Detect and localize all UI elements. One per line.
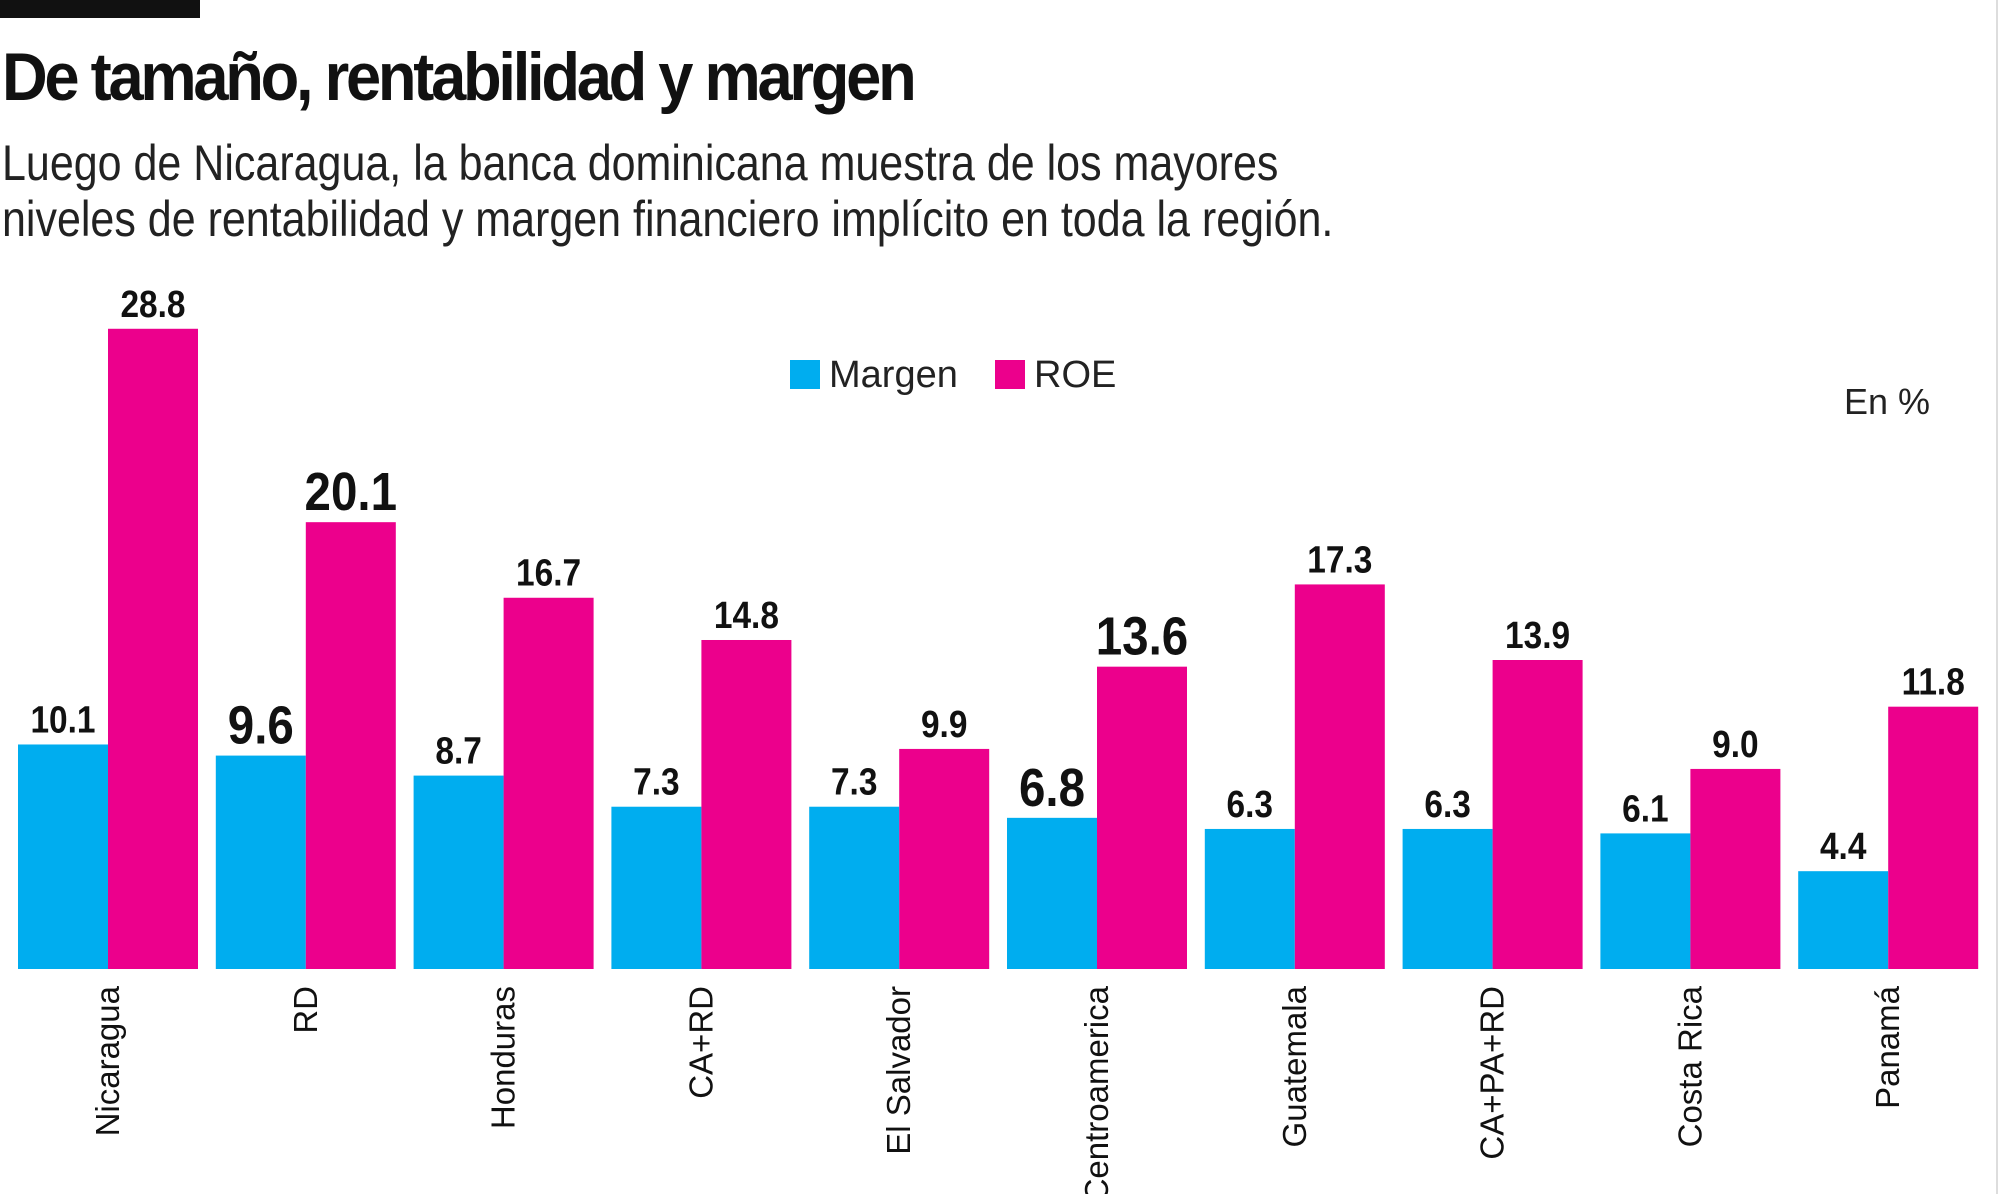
data-label: 6.8: [1019, 757, 1085, 818]
bar-roe: [1492, 660, 1583, 969]
category-label: Centroamerica: [1078, 985, 1115, 1194]
bar-margen: [809, 806, 900, 969]
category-label: Nicaragua: [89, 985, 126, 1136]
bar-margen: [1204, 828, 1295, 969]
legend-label-margen: Margen: [829, 354, 958, 396]
chart-subtitle-line-1: Luego de Nicaragua, la banca dominicana …: [2, 135, 1279, 191]
bar-margen: [1600, 833, 1691, 969]
data-label: 6.1: [1622, 787, 1668, 829]
data-label: 6.3: [1227, 783, 1273, 825]
bar-roe: [305, 522, 396, 969]
bar-roe: [1690, 768, 1781, 969]
bar-margen: [413, 775, 504, 969]
legend-swatch-roe: [995, 360, 1025, 389]
edge-divider: [1996, 0, 1998, 1194]
data-label: 9.0: [1712, 723, 1758, 765]
category-label: Honduras: [485, 986, 522, 1129]
data-label: 14.8: [714, 594, 779, 636]
data-label: 9.9: [921, 703, 967, 745]
bar-margen: [1007, 817, 1097, 969]
data-label: 10.1: [30, 699, 95, 741]
data-label: 16.7: [516, 552, 581, 594]
legend-swatch-margen: [790, 360, 820, 389]
bar-roe: [1294, 584, 1385, 969]
data-label: 6.3: [1424, 783, 1470, 825]
bar-roe: [108, 328, 198, 969]
unit-note: En %: [1844, 381, 1930, 422]
chart-subtitle-line-2: niveles de rentabilidad y margen financi…: [2, 191, 1334, 247]
data-label: 4.4: [1820, 825, 1867, 867]
chart-title: De tamaño, rentabilidad y margen: [2, 39, 917, 115]
data-label: 11.8: [1902, 661, 1965, 703]
data-label: 7.3: [633, 761, 679, 803]
data-label: 20.1: [305, 461, 397, 522]
bar-roe: [1888, 706, 1979, 969]
category-label: Costa Rica: [1671, 985, 1708, 1147]
bar-roe: [503, 597, 594, 969]
bar-margen: [611, 806, 702, 969]
data-label: 8.7: [435, 730, 481, 772]
bar-margen: [1402, 828, 1493, 969]
data-label: 17.3: [1307, 538, 1372, 580]
category-label: Guatemala: [1276, 985, 1313, 1147]
category-label: El Salvador: [880, 986, 917, 1155]
data-label: 9.6: [228, 695, 294, 756]
top-accent-bar: [0, 0, 200, 18]
bar-roe: [701, 639, 792, 969]
legend-label-roe: ROE: [1034, 354, 1116, 396]
data-label: 13.9: [1505, 614, 1570, 656]
category-label: CA+RD: [682, 986, 719, 1099]
data-label: 28.8: [120, 283, 185, 325]
bar-roe: [1097, 666, 1187, 969]
category-label: RD: [287, 986, 324, 1034]
data-label: 7.3: [831, 761, 877, 803]
bar-margen: [215, 755, 306, 969]
bar-margen: [1798, 871, 1889, 969]
bar-margen: [18, 744, 108, 969]
bar-roe: [899, 748, 990, 969]
category-label: Panamá: [1869, 985, 1906, 1109]
data-label: 13.6: [1096, 606, 1188, 667]
category-label: CA+PA+RD: [1474, 986, 1511, 1160]
